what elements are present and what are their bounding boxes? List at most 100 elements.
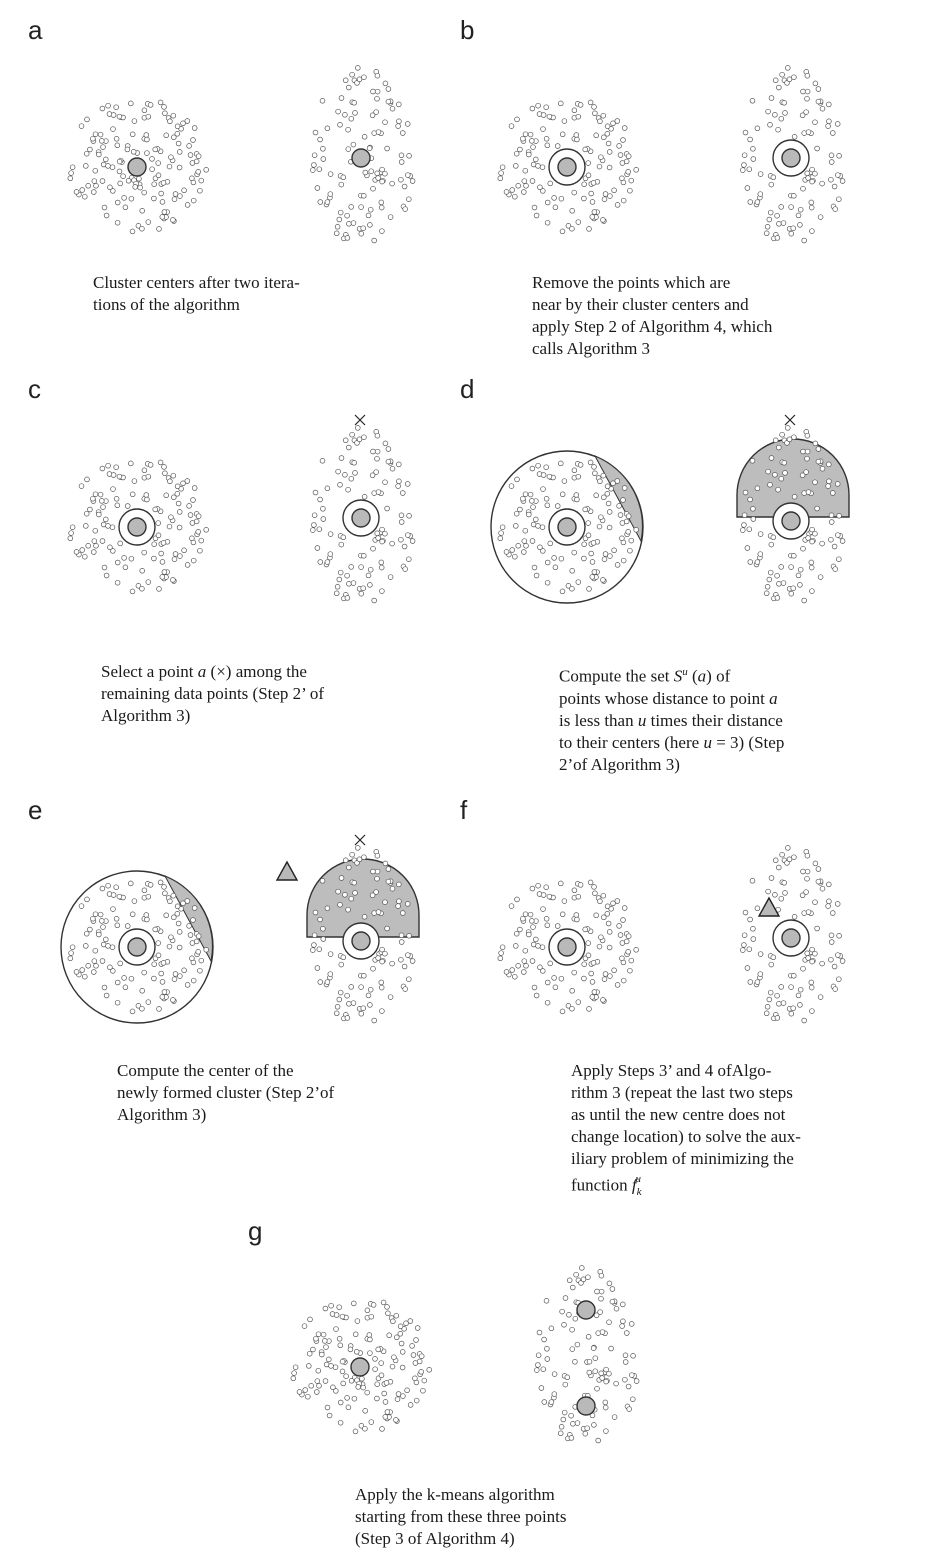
data-point [97,131,104,138]
data-point [379,178,385,185]
data-point [349,71,355,78]
data-point [591,464,597,470]
data-point [158,970,164,977]
data-point [606,929,613,935]
data-point [73,549,80,555]
data-point [809,526,815,533]
data-point [398,519,405,525]
data-point [400,1393,406,1399]
data-point [339,1358,346,1365]
caption-d-line-1: Compute the set Su (a) of [559,666,731,686]
data-point [317,979,324,985]
data-point [190,137,196,143]
data-point [509,187,515,193]
selected-point-cross [784,414,796,426]
data-point [598,154,604,160]
data-point [559,1008,566,1015]
data-point [346,221,352,227]
data-point [622,1376,628,1383]
data-point [809,1008,815,1014]
data-point [193,158,200,165]
data-point [382,80,389,87]
data-point [103,992,110,999]
data-point [317,136,323,143]
data-point [416,1358,423,1365]
data-point [96,151,102,158]
data-point [577,462,584,468]
data-point [326,1412,333,1419]
data-point [396,881,402,888]
data-point [389,465,396,472]
data-point [317,496,323,503]
data-point [176,524,183,531]
data-point [778,475,785,482]
data-point [373,109,379,115]
data-point [527,131,534,138]
data-point [82,553,88,560]
data-point [320,146,326,152]
data-point [585,532,592,539]
data-point [825,903,831,909]
data-point [361,434,367,440]
data-point [774,212,780,219]
data-point [160,960,167,966]
data-point [379,946,385,953]
data-point [569,1346,576,1352]
data-point [520,495,526,502]
data-point [780,220,787,226]
data-point [360,1384,366,1391]
data-point [176,929,183,935]
data-point [596,163,603,170]
data-point [508,123,515,129]
data-point [364,1389,370,1396]
data-point [151,555,157,562]
data-point [797,222,803,228]
data-point [601,976,608,982]
data-point [754,979,761,985]
data-point [143,492,150,498]
data-point [551,555,557,561]
data-point [785,845,791,851]
data-point [544,502,551,509]
data-point [136,175,142,182]
data-point [151,975,157,982]
data-point [180,900,186,907]
data-point [114,559,121,566]
data-point [352,110,358,116]
data-point [161,989,168,995]
data-point [788,984,794,990]
caption-g-line-2: starting from these three points [355,1507,567,1526]
data-point [782,890,788,896]
data-point [540,906,546,912]
data-point [103,156,109,163]
data-point [790,585,796,591]
data-point [512,973,518,980]
data-point [361,134,368,140]
data-point [197,547,203,554]
data-point [828,152,835,159]
data-point [601,494,607,501]
data-point [352,1331,359,1338]
data-point [398,932,405,939]
data-point [342,77,349,84]
data-point [826,118,832,125]
data-point [404,1387,410,1394]
data-point [149,156,155,162]
data-point [114,502,121,509]
data-point [581,555,587,562]
data-point [535,163,541,169]
data-point [338,541,345,548]
data-point [616,503,622,509]
data-point [571,969,577,976]
data-point [521,178,528,184]
data-point [342,437,349,444]
data-point [348,475,355,482]
data-point [404,121,411,127]
data-point [398,939,405,945]
data-point [333,590,340,597]
data-point [740,947,746,953]
data-point [87,926,93,933]
data-point [348,984,354,990]
data-point [591,569,598,575]
data-point [373,889,379,895]
